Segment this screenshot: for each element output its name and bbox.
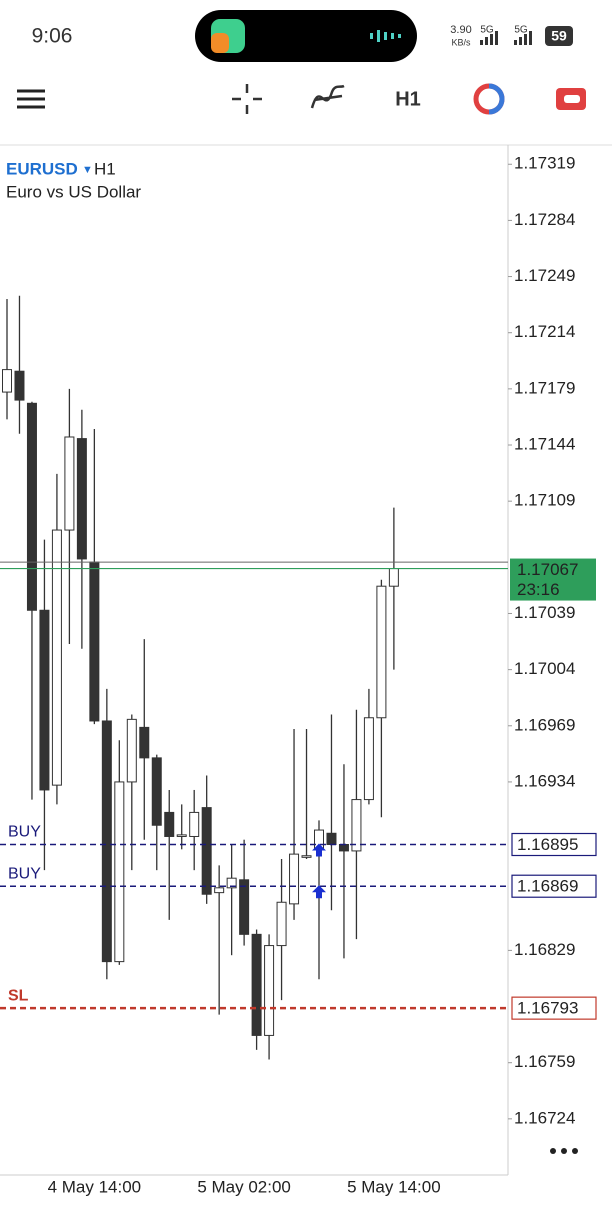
symbol: EURUSD [6,159,78,178]
order-price-label: 1.16869 [517,877,578,896]
candle-body [114,781,125,963]
buy-arrow [312,843,326,857]
candle-body [201,807,212,895]
dynamic-island [195,10,417,62]
candle-body [164,811,175,837]
signal-label: 5G [480,25,494,36]
signal-label: 5G [514,25,528,36]
candle-body [2,369,12,393]
net-speed: 3.90 [450,24,471,36]
more-button[interactable] [550,1148,578,1154]
y-tick-label: 1.17109 [514,491,575,510]
y-tick-label: 1.17179 [514,378,575,397]
candle-body [338,844,349,852]
candle-body [289,853,300,905]
current-price-box [510,558,596,601]
plot [2,295,399,1060]
candle-body [351,799,362,852]
x-tick-label: 5 May 14:00 [347,1177,441,1196]
battery-level: 59 [551,28,567,44]
x-tick-label: 5 May 02:00 [197,1177,291,1196]
y-tick-label: 1.17284 [514,210,575,229]
menu-button[interactable] [17,89,45,109]
candle-body [226,877,237,889]
timeframe-button[interactable]: H1 [395,88,421,110]
candle-body [89,561,100,722]
indicators-button[interactable] [310,84,345,109]
y-tick-label: 1.16759 [514,1052,575,1071]
candle-body [76,438,87,560]
candle-body [189,811,200,837]
order-price-box [511,874,597,898]
order-price-label: 1.16793 [517,999,578,1018]
candle-body [326,832,337,846]
y-tick-label: 1.16829 [514,940,575,959]
description: Euro vs US Dollar [6,182,141,201]
candle-body [151,757,162,826]
y-tick-label: 1.16934 [514,771,575,790]
order-label: BUY [8,824,41,841]
order-price-box [511,832,597,857]
candle-body [301,855,312,858]
candle-body [26,402,37,611]
audio-indicator [370,30,401,42]
candle-body [14,370,25,401]
candle-body [214,887,225,894]
candle-body [376,585,387,719]
y-tick-label: 1.17144 [514,434,575,453]
candle-body [51,529,62,786]
net-unit: KB/s [451,37,471,47]
candle-body [139,726,150,759]
symbol-dropdown[interactable]: ▼ [82,164,93,176]
candle-body [363,717,374,801]
y-tick-label: 1.17319 [514,154,575,173]
candle-body [64,436,75,531]
candle-body [388,568,399,587]
order-label: BUY [8,865,41,882]
crosshair-button[interactable] [232,84,262,114]
signal-bars [480,31,498,45]
order-price-label: 1.16895 [517,835,578,854]
battery [545,26,573,46]
order-price-box [511,996,597,1020]
y-tick-label: 1.17214 [514,322,575,341]
candle-body [239,879,250,935]
candle-body [101,720,112,963]
order-label: SL [8,987,29,1004]
y-tick-label: 1.17249 [514,266,575,285]
countdown: 23:16 [517,580,560,599]
history-button-part [564,95,580,103]
candle-body [176,834,187,837]
candle-body [126,718,137,783]
signal-bars [514,31,532,45]
y-tick-label: 1.16969 [514,715,575,734]
candle-body [39,609,50,791]
clock: 9:06 [32,25,73,48]
y-tick-label: 1.16724 [514,1108,575,1127]
current-price-label: 1.17067 [517,560,578,579]
buy-arrow [312,885,326,899]
y-tick-label: 1.17039 [514,603,575,622]
trade-button-part [488,83,505,115]
x-tick-label: 4 May 14:00 [48,1177,142,1196]
y-tick-label: 1.17004 [514,659,575,678]
app-icon-part [211,33,229,53]
candle-body [251,933,262,1036]
timeframe: H1 [94,159,116,178]
candle-body [276,901,287,947]
candle-body [264,945,275,1036]
